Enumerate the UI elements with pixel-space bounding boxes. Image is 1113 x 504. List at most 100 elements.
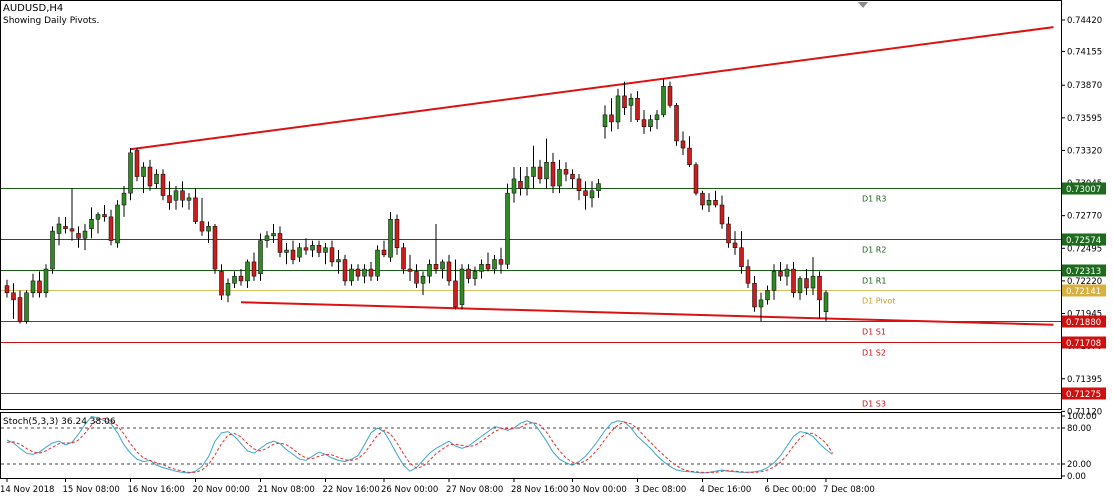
candle-body-37 <box>245 261 250 282</box>
time-tick-label-0: 14 Nov 2018 <box>0 485 54 495</box>
candle-body-6 <box>43 268 49 294</box>
candle-body-58 <box>381 249 387 256</box>
candle-body-114 <box>745 266 751 284</box>
time-axis: 14 Nov 2018 15 Nov 08:00 16 Nov 16:00 20 No… <box>0 478 875 495</box>
trendline-2[interactable] <box>240 301 1054 326</box>
candle-body-18 <box>121 192 127 206</box>
time-tick-label-5: 22 Nov 16:00 <box>323 485 380 495</box>
candle-body-63 <box>414 271 419 284</box>
pivot-price-badge-5 <box>1062 315 1106 328</box>
pivot-label-4: D1 Pivot <box>862 297 895 306</box>
candles-layer <box>4 79 829 324</box>
candle-body-100 <box>654 114 660 120</box>
candle-body-15 <box>102 214 107 218</box>
candle-body-28 <box>186 197 192 201</box>
candle-body-16 <box>108 216 114 241</box>
candle-body-104 <box>680 140 686 149</box>
candle-body-2 <box>17 297 23 322</box>
pivot-price-badge-7 <box>1062 387 1106 400</box>
pivot-label-2: D1 R2 <box>862 246 886 255</box>
candle-body-84 <box>550 162 556 187</box>
candle-body-64 <box>420 275 426 284</box>
candle-body-13 <box>89 218 94 229</box>
candle-body-32 <box>212 226 218 270</box>
chart-shift-marker-icon[interactable] <box>858 2 868 8</box>
candle-body-79 <box>518 181 523 189</box>
stoch-tick-label-2: 20.00 <box>1067 460 1091 470</box>
time-tick-label-11: 4 Dec 16:00 <box>700 485 752 495</box>
candle-body-54 <box>355 268 361 277</box>
pivot-price-text-5: 0.71880 <box>1066 318 1101 328</box>
candle-body-42 <box>277 233 283 253</box>
candle-body-1 <box>11 292 16 301</box>
candle-body-33 <box>219 271 224 296</box>
candle-body-55 <box>362 268 367 277</box>
candle-body-10 <box>69 228 75 232</box>
candle-body-71 <box>466 268 471 279</box>
candle-body-35 <box>232 275 237 284</box>
candle-body-103 <box>674 105 679 142</box>
pivot-label-1: D1 R3 <box>862 195 886 204</box>
candle-body-107 <box>700 192 705 206</box>
price-tick-label-8: 0.72220 <box>1067 277 1102 287</box>
candle-body-38 <box>251 261 257 277</box>
candle-body-95 <box>622 95 627 108</box>
price-pane-frame <box>0 0 1062 410</box>
time-tick-label-13: 7 Dec 08:00 <box>823 485 875 495</box>
candle-body-66 <box>433 264 439 270</box>
candle-body-62 <box>407 268 413 272</box>
price-tick-label-2: 0.73870 <box>1067 81 1102 91</box>
trendlines-layer <box>130 26 1054 326</box>
pivot-price-badge-1 <box>1062 182 1106 195</box>
candle-body-14 <box>95 214 101 220</box>
candle-body-45 <box>297 247 302 258</box>
candle-body-102 <box>667 86 673 106</box>
candle-body-22 <box>147 166 153 187</box>
time-tick-label-12: 6 Dec 00:00 <box>765 485 817 495</box>
candle-body-122 <box>797 278 803 294</box>
price-tick-label-0: 0.74420 <box>1067 16 1102 26</box>
price-tick-label-11: 0.71395 <box>1067 375 1102 385</box>
candle-body-93 <box>609 114 614 123</box>
candle-body-108 <box>706 200 712 206</box>
candle-body-85 <box>557 169 562 187</box>
candle-body-72 <box>472 271 478 279</box>
candle-body-25 <box>167 195 172 203</box>
time-tick-label-4: 21 Nov 08:00 <box>258 485 315 495</box>
candle-body-126 <box>823 292 829 312</box>
candle-body-36 <box>238 275 244 282</box>
pivot-price-badge-3 <box>1062 264 1106 277</box>
time-tick-label-8: 28 Nov 16:00 <box>511 485 568 495</box>
candle-body-68 <box>446 261 452 282</box>
candle-body-80 <box>524 176 530 189</box>
candle-body-119 <box>778 271 783 277</box>
time-tick-label-7: 27 Nov 08:00 <box>446 485 503 495</box>
candle-body-101 <box>661 86 666 116</box>
time-tick-label-3: 20 Nov 00:00 <box>193 485 250 495</box>
candle-body-90 <box>589 190 595 199</box>
stoch-tick-label-3: 0.00 <box>1067 472 1086 482</box>
symbol-title: AUDUSD,H4 <box>3 3 63 14</box>
candle-body-60 <box>394 218 400 248</box>
candle-body-94 <box>615 95 621 123</box>
candle-body-83 <box>544 162 549 180</box>
candle-body-26 <box>173 190 179 201</box>
candle-body-109 <box>713 200 718 206</box>
time-tick-label-2: 16 Nov 16:00 <box>128 485 185 495</box>
candle-body-99 <box>648 119 653 127</box>
candle-body-30 <box>199 221 205 232</box>
candle-body-97 <box>635 98 640 120</box>
trendline-1[interactable] <box>130 26 1054 151</box>
pivot-label-7: D1 S3 <box>862 400 886 409</box>
candle-body-17 <box>115 204 120 244</box>
pivot-price-badge-4 <box>1062 284 1106 297</box>
pivot-price-badge-6 <box>1062 336 1106 349</box>
candle-body-91 <box>596 183 601 192</box>
pivot-badges-layer: 0.73007 0.72574 0.72313 0.72141 0.71880 0.717… <box>1062 182 1106 400</box>
pivot-price-text-2: 0.72574 <box>1066 236 1101 246</box>
pivot-price-text-7: 0.71275 <box>1066 390 1101 400</box>
candle-body-81 <box>531 166 536 177</box>
candle-body-96 <box>628 98 634 106</box>
